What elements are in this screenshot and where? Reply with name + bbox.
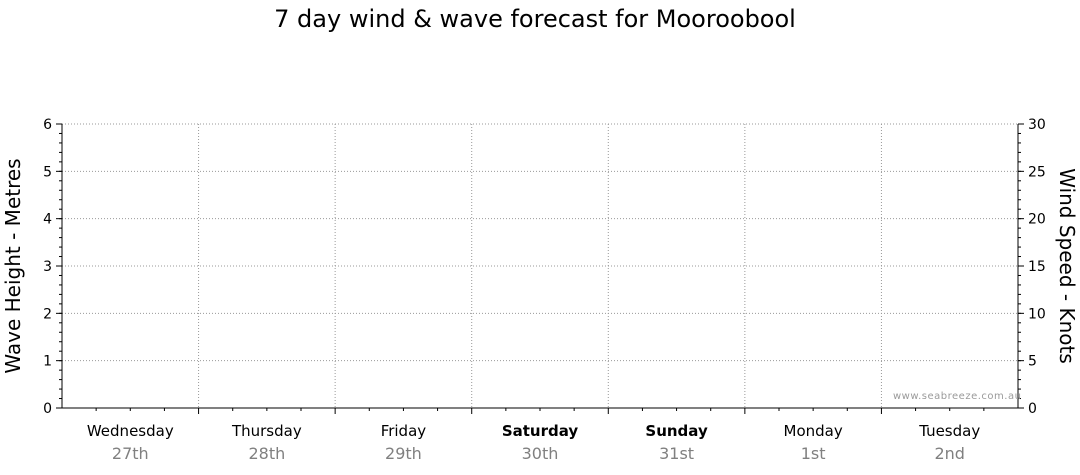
left-tick-label: 3 (43, 259, 52, 275)
left-tick-label: 0 (43, 401, 52, 417)
day-name-label: Thursday (231, 422, 302, 440)
left-tick-label: 6 (43, 117, 52, 133)
day-name-label: Sunday (645, 422, 708, 440)
day-date-label: 27th (112, 444, 149, 463)
ticks (56, 123, 1024, 414)
day-date-label: 2nd (934, 444, 964, 463)
right-axis-title: Wind Speed - Knots (1055, 168, 1079, 364)
right-tick-label: 0 (1028, 401, 1037, 417)
day-name-label: Tuesday (918, 422, 980, 440)
day-date-label: 31st (659, 444, 694, 463)
right-tick-label: 15 (1028, 259, 1046, 275)
left-axis-title: Wave Height - Metres (1, 158, 25, 373)
day-name-label: Monday (784, 422, 843, 440)
labels: 0 1 2 3 4 5 6 0 5 10 15 20 25 30 Wednesday 27th Thursday… (1, 117, 1079, 463)
left-tick-label: 5 (43, 164, 52, 180)
left-tick-label: 2 (43, 306, 52, 322)
right-tick-label: 20 (1028, 212, 1046, 228)
left-tick-label: 4 (43, 212, 52, 228)
day-date-label: 28th (248, 444, 285, 463)
right-tick-label: 30 (1028, 117, 1046, 133)
day-name-label: Saturday (502, 422, 579, 440)
right-tick-label: 5 (1028, 354, 1037, 370)
day-date-label: 30th (522, 444, 559, 463)
grid (62, 123, 1018, 408)
right-tick-label: 10 (1028, 306, 1046, 322)
right-tick-label: 25 (1028, 164, 1046, 180)
day-date-label: 29th (385, 444, 422, 463)
day-name-label: Friday (381, 422, 427, 440)
chart-title: 7 day wind & wave forecast for Moorooboo… (274, 5, 796, 33)
watermark: www.seabreeze.com.au (893, 391, 1022, 402)
left-tick-label: 1 (43, 354, 52, 370)
day-date-label: 1st (801, 444, 826, 463)
day-name-label: Wednesday (87, 422, 174, 440)
